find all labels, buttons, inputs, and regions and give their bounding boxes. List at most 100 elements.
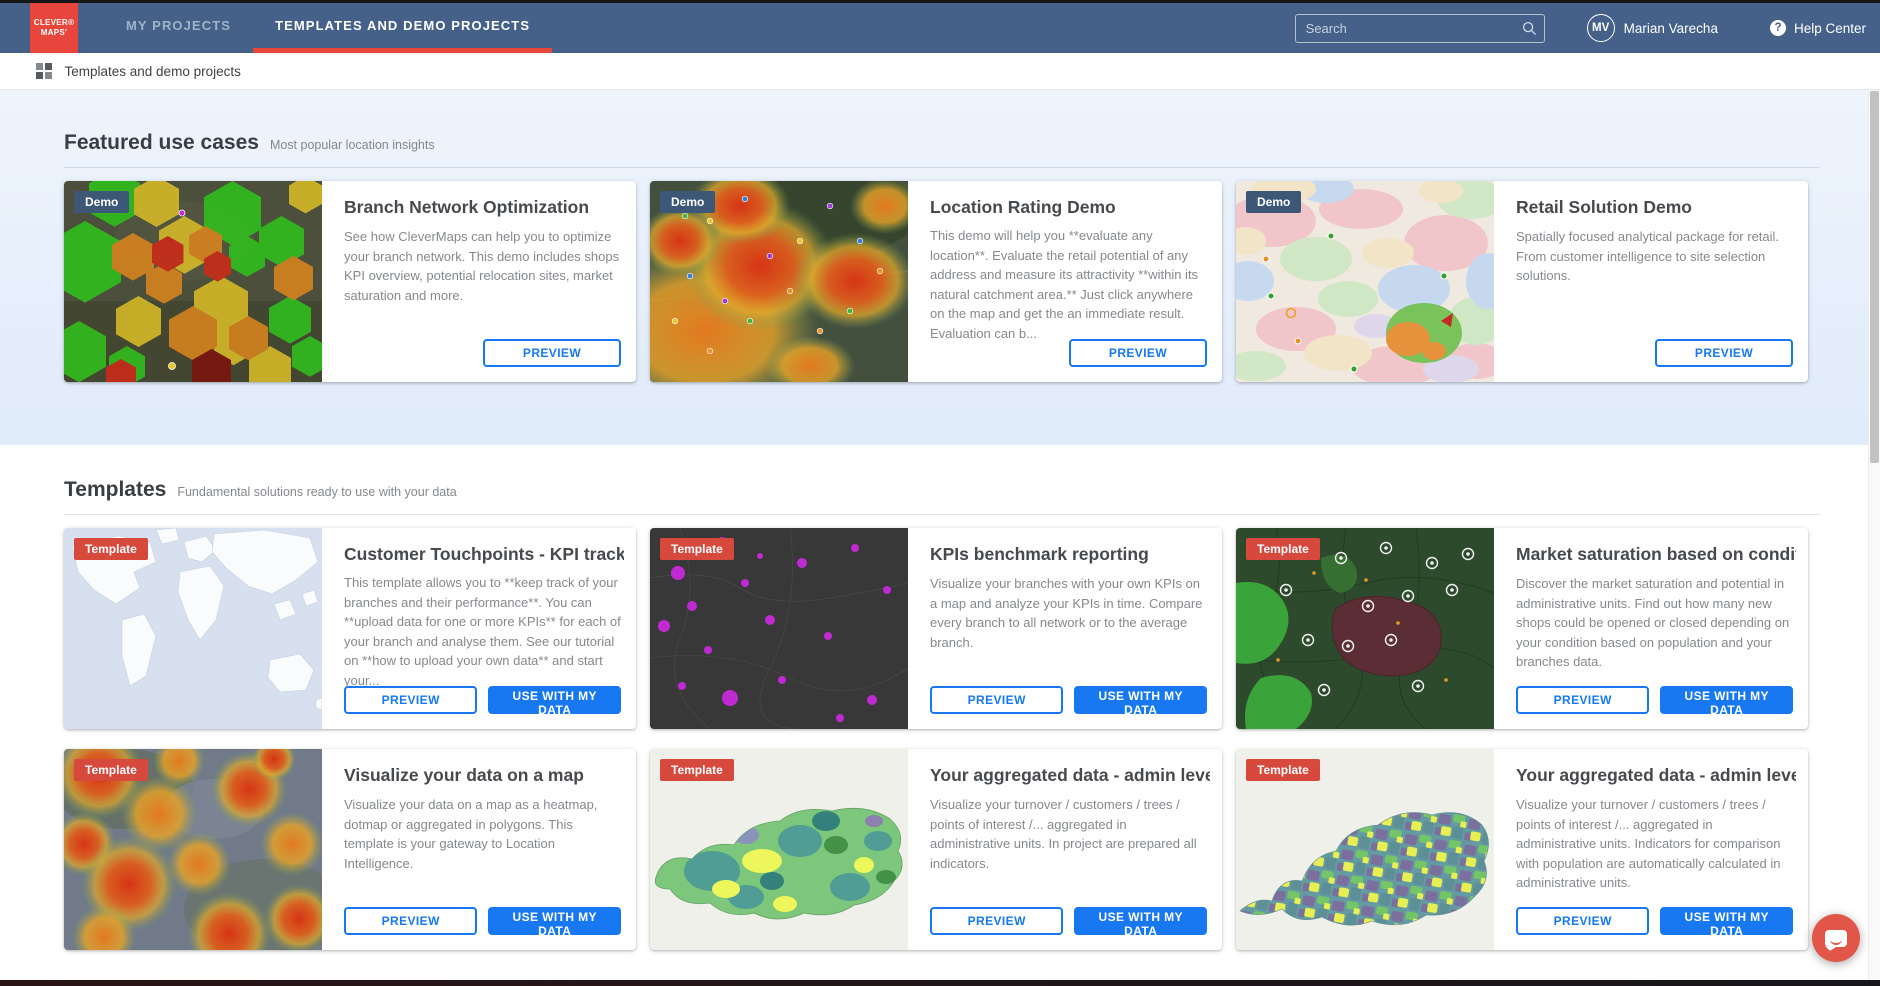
templates-section: Templates Fundamental solutions ready to… (0, 445, 1880, 950)
clevermaps-logo[interactable]: CLEVER® MAPS' (30, 3, 78, 53)
page-scrollbar-track[interactable] (1868, 90, 1880, 980)
card-description: This template allows you to **keep track… (344, 575, 621, 686)
use-with-my-data-button[interactable]: USE WITH MY DATA (488, 686, 621, 717)
card-body: Retail Solution Demo Spatially focused a… (1494, 181, 1808, 382)
card-title: Your aggregated data - admin leve... (930, 765, 1210, 785)
search-input[interactable] (1294, 13, 1545, 43)
card-aggregated-data-admin-level-2: Template Your aggregated data - admin le… (1236, 749, 1808, 950)
chat-bubble-icon (1825, 929, 1847, 947)
templates-cards-row-2: Template Visualize your data on a map Vi… (64, 749, 1820, 950)
user-name: Marian Varecha (1623, 20, 1718, 36)
preview-button[interactable]: PREVIEW (1516, 907, 1650, 935)
logo-line1: CLEVER® (33, 18, 75, 28)
use-with-my-data-button[interactable]: USE WITH MY DATA (1660, 907, 1793, 938)
help-center-label: Help Center (1793, 20, 1866, 36)
avatar-initials: MV (1592, 22, 1610, 34)
preview-button[interactable]: PREVIEW (1655, 339, 1793, 367)
card-actions: PREVIEW (344, 339, 624, 367)
logo-line2: MAPS' (40, 28, 68, 37)
card-title: Visualize your data on a map (344, 765, 584, 785)
tab-templates-and-demo-projects[interactable]: TEMPLATES AND DEMO PROJECTS (253, 3, 553, 53)
preview-button[interactable]: PREVIEW (344, 686, 478, 714)
top-navbar: CLEVER® MAPS' MY PROJECTS TEMPLATES AND … (0, 0, 1880, 53)
card-badge: Template (1246, 759, 1320, 781)
card-description: See how CleverMaps can help you to optim… (344, 229, 620, 303)
featured-cards-row: Demo Branch Network Optimization See how… (64, 181, 1820, 382)
card-description: Visualize your turnover / customers / tr… (930, 797, 1197, 871)
tab-my-projects[interactable]: MY PROJECTS (104, 3, 253, 53)
use-with-my-data-button[interactable]: USE WITH MY DATA (1074, 907, 1207, 938)
help-center-link[interactable]: ? Help Center (1769, 20, 1866, 36)
card-badge: Template (1246, 538, 1320, 560)
tab-label: MY PROJECTS (126, 18, 232, 33)
card-title: Branch Network Optimization (344, 197, 590, 217)
card-customer-touchpoints: Template Customer Touchpoints - KPI trac… (64, 528, 636, 729)
card-body: Customer Touchpoints - KPI tracki... Thi… (322, 528, 636, 729)
topbar-right-group: MV Marian Varecha ? Help Center (1294, 3, 1880, 53)
user-menu[interactable]: MV Marian Varecha (1545, 14, 1718, 42)
card-badge: Demo (74, 191, 130, 213)
card-thumbnail-choropleth-austria-coarse[interactable]: Template (650, 749, 908, 950)
card-thumbnail-light-world-map[interactable]: Template (64, 528, 322, 729)
preview-button[interactable]: PREVIEW (483, 339, 621, 367)
breadcrumb-bar: Templates and demo projects (0, 53, 1880, 90)
preview-button[interactable]: PREVIEW (1516, 686, 1650, 714)
card-actions: PREVIEW USE WITH MY DATA (930, 907, 1210, 938)
card-actions: PREVIEW USE WITH MY DATA (930, 686, 1210, 717)
preview-button[interactable]: PREVIEW (1069, 339, 1207, 367)
card-body: Branch Network Optimization See how Clev… (322, 181, 636, 382)
card-aggregated-data-admin-level-1: Template Your aggregated data - admin le… (650, 749, 1222, 950)
card-body: Visualize your data on a map Visualize y… (322, 749, 636, 950)
card-description: Visualize your data on a map as a heatma… (344, 797, 598, 871)
card-retail-solution-demo: Demo Retail Solution Demo Spatially focu… (1236, 181, 1808, 382)
card-actions: PREVIEW USE WITH MY DATA (344, 686, 624, 717)
page-scrollbar-thumb[interactable] (1870, 91, 1879, 463)
card-thumbnail-green-regions-markers-map[interactable]: Template (1236, 528, 1494, 729)
card-title: KPIs benchmark reporting (930, 544, 1149, 564)
card-thumbnail-pastel-admin-regions-map[interactable]: Demo (1236, 181, 1494, 382)
preview-button[interactable]: PREVIEW (930, 686, 1064, 714)
card-badge: Template (660, 538, 734, 560)
search-box (1294, 13, 1545, 43)
section-divider (64, 167, 1820, 168)
card-badge: Demo (660, 191, 716, 213)
card-badge: Template (74, 538, 148, 560)
section-divider (64, 514, 1820, 515)
card-description: Discover the market saturation and poten… (1516, 576, 1790, 669)
use-with-my-data-button[interactable]: USE WITH MY DATA (488, 907, 621, 938)
card-actions: PREVIEW (930, 339, 1210, 367)
chat-launcher-button[interactable] (1812, 914, 1860, 962)
card-thumbnail-dark-dotmap[interactable]: Template (650, 528, 908, 729)
card-thumbnail-heatmap-satellite-map[interactable]: Demo (650, 181, 908, 382)
card-actions: PREVIEW (1516, 339, 1796, 367)
card-body: Location Rating Demo This demo will help… (908, 181, 1222, 382)
card-actions: PREVIEW USE WITH MY DATA (1516, 907, 1796, 938)
featured-section: Featured use cases Most popular location… (0, 90, 1880, 445)
use-with-my-data-button[interactable]: USE WITH MY DATA (1660, 686, 1793, 717)
tab-label: TEMPLATES AND DEMO PROJECTS (275, 18, 531, 33)
card-title: Retail Solution Demo (1516, 197, 1692, 217)
card-thumbnail-choropleth-austria-fine[interactable]: Template (1236, 749, 1494, 950)
card-thumbnail-hexagon-grid-satellite-map[interactable]: Demo (64, 181, 322, 382)
card-description: Visualize your turnover / customers / tr… (1516, 797, 1781, 890)
card-thumbnail-city-heatmap[interactable]: Template (64, 749, 322, 950)
preview-button[interactable]: PREVIEW (344, 907, 478, 935)
section-title: Templates (64, 478, 167, 501)
card-title: Your aggregated data - admin leve... (1516, 765, 1796, 785)
templates-cards-row-1: Template Customer Touchpoints - KPI trac… (64, 528, 1820, 729)
avatar: MV (1586, 14, 1615, 42)
card-branch-network-optimization: Demo Branch Network Optimization See how… (64, 181, 636, 382)
card-actions: PREVIEW USE WITH MY DATA (1516, 686, 1796, 717)
card-badge: Template (660, 759, 734, 781)
card-body: Market saturation based on condit... Dis… (1494, 528, 1808, 729)
card-visualize-your-data: Template Visualize your data on a map Vi… (64, 749, 636, 950)
main-nav-tabs: MY PROJECTS TEMPLATES AND DEMO PROJECTS (104, 3, 553, 53)
grid-icon (36, 63, 52, 79)
search-icon (1522, 21, 1536, 35)
card-title: Customer Touchpoints - KPI tracki... (344, 544, 624, 564)
card-body: KPIs benchmark reporting Visualize your … (908, 528, 1222, 729)
section-subtitle: Fundamental solutions ready to use with … (177, 485, 457, 499)
preview-button[interactable]: PREVIEW (930, 907, 1064, 935)
card-title: Location Rating Demo (930, 197, 1116, 217)
use-with-my-data-button[interactable]: USE WITH MY DATA (1074, 686, 1207, 717)
